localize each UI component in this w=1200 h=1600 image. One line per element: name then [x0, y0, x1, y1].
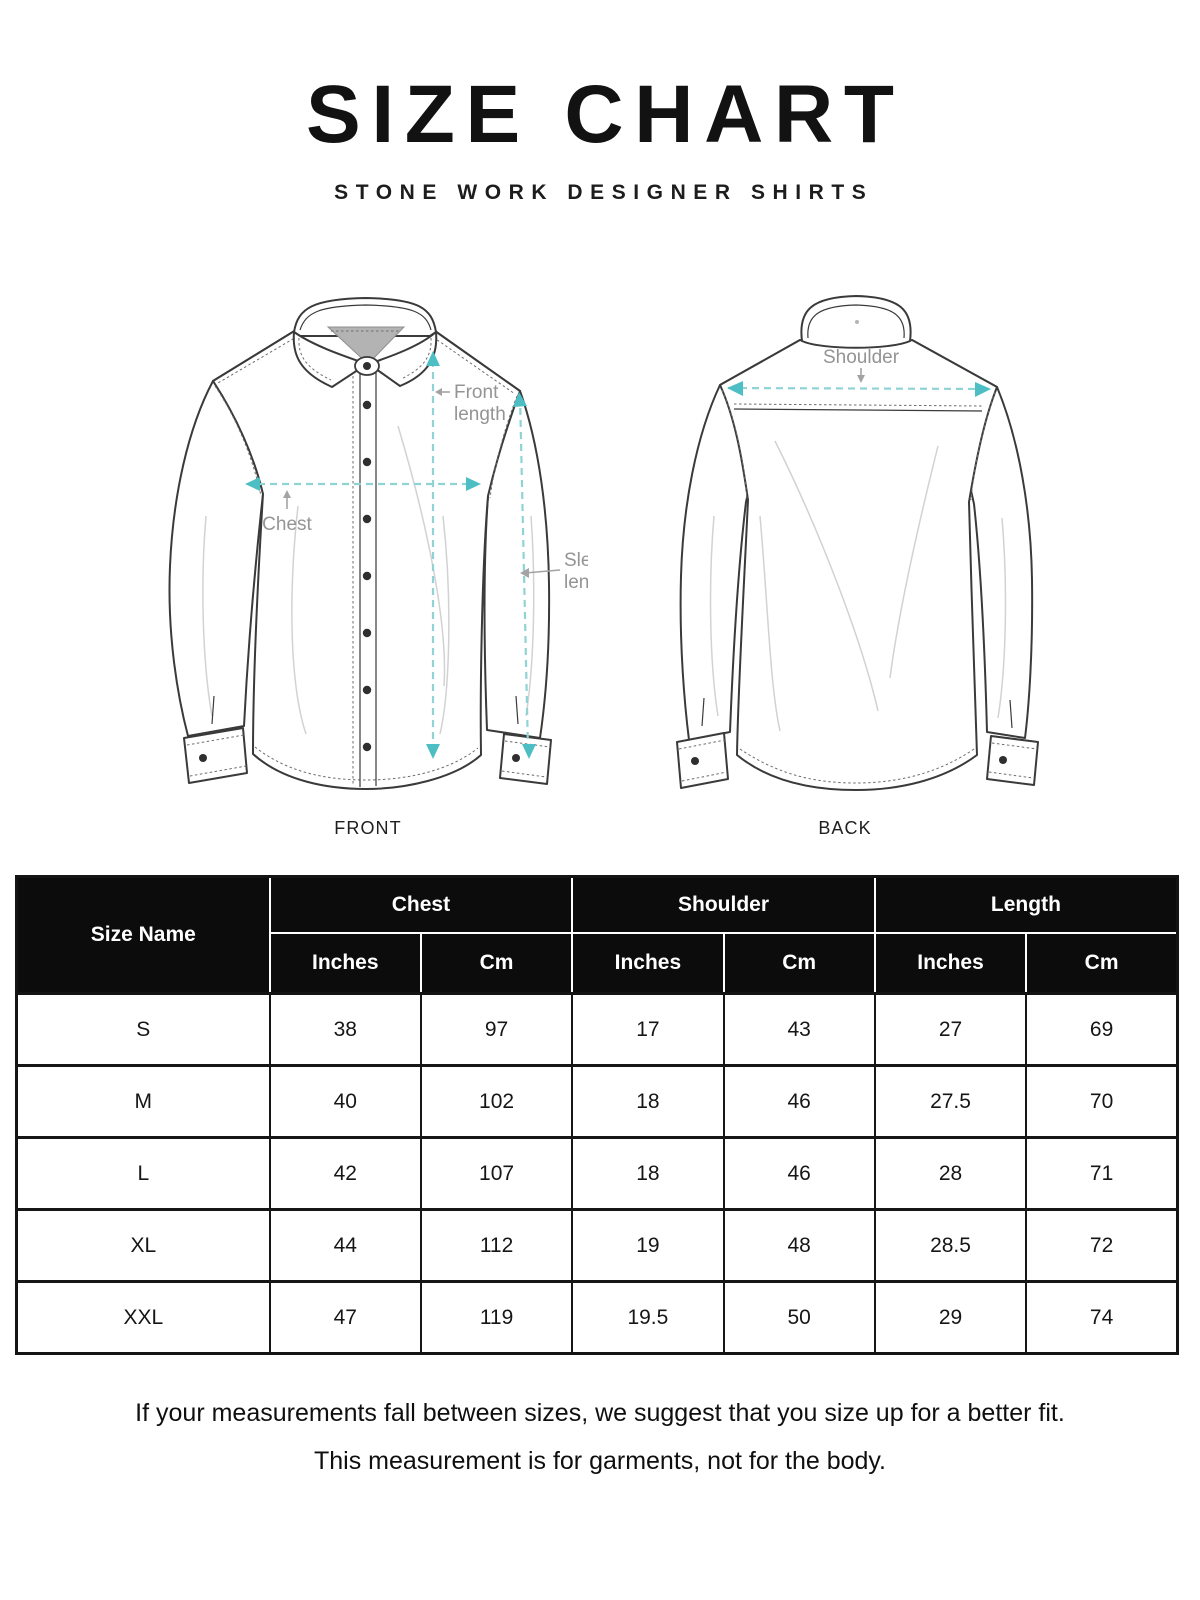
table-row-s: S 38 97 17 43 27 69: [15, 992, 1179, 1067]
sleeve-length-measure-arrow: Sleeve length: [513, 392, 588, 759]
shoulder-label: Shoulder: [823, 347, 900, 368]
garment-note: This measurement is for garments, not fo…: [313, 1447, 886, 1475]
shoulder-inches-cell: 18: [571, 1136, 725, 1211]
shoulder-cm-cell: 50: [722, 1280, 876, 1355]
length-inches-cell: 27.5: [873, 1064, 1028, 1139]
chest-cm-cell: 107: [419, 1136, 574, 1211]
back-shirt-collar: [800, 295, 912, 349]
header-length-cm: Cm: [1025, 932, 1179, 995]
front-shirt-diagram: Chest Front length Sleeve length: [168, 297, 588, 790]
chest-label: Chest: [262, 514, 312, 535]
size-cell: XXL: [15, 1280, 271, 1355]
shoulder-inches-cell: 19: [571, 1208, 725, 1283]
size-cell: S: [15, 992, 271, 1067]
shoulder-cm-cell: 48: [722, 1208, 876, 1283]
front-length-measure-arrow: Front length: [426, 351, 506, 759]
chest-cm-cell: 112: [419, 1208, 574, 1283]
sleeve-length-label-line2: length: [564, 572, 588, 593]
length-cm-cell: 71: [1025, 1136, 1179, 1211]
chest-cm-cell: 119: [419, 1280, 574, 1355]
table-row-l: L 42 107 18 46 28 71: [15, 1136, 1179, 1211]
length-cm-cell: 74: [1025, 1280, 1179, 1355]
front-length-label-line1: Front: [454, 382, 499, 403]
front-caption: FRONT: [334, 818, 402, 838]
sleeve-length-label-line1: Sleeve: [564, 550, 588, 571]
header-length-inches: Inches: [873, 932, 1028, 995]
header-group-length: Length: [873, 875, 1179, 934]
chest-inches-cell: 40: [268, 1064, 422, 1139]
page-title: SIZE CHART: [306, 69, 905, 160]
length-inches-cell: 28.5: [873, 1208, 1028, 1283]
chest-inches-cell: 38: [268, 992, 422, 1067]
page-subtitle: STONE WORK DESIGNER SHIRTS: [334, 181, 874, 204]
shoulder-measure-arrow: Shoulder: [727, 347, 991, 397]
shoulder-cm-cell: 46: [722, 1064, 876, 1139]
back-shirt-diagram: Shoulder: [676, 295, 1039, 791]
front-shirt-body: [212, 319, 521, 790]
length-inches-cell: 28: [873, 1136, 1028, 1211]
length-cm-cell: 72: [1025, 1208, 1179, 1283]
shoulder-inches-cell: 18: [571, 1064, 725, 1139]
chest-inches-cell: 42: [268, 1136, 422, 1211]
length-cm-cell: 70: [1025, 1064, 1179, 1139]
shoulder-cm-cell: 46: [722, 1136, 876, 1211]
length-cm-cell: 69: [1025, 992, 1179, 1067]
size-table: Size Name Chest Shoulder Length Inches C…: [15, 875, 1179, 1355]
front-shirt-cuffs: [183, 727, 552, 785]
shoulder-cm-cell: 43: [722, 992, 876, 1067]
table-row-m: M 40 102 18 46 27.5 70: [15, 1064, 1179, 1139]
shoulder-inches-cell: 17: [571, 992, 725, 1067]
shoulder-inches-cell: 19.5: [571, 1280, 725, 1355]
size-cell: M: [15, 1064, 271, 1139]
back-shirt-cuffs: [676, 732, 1039, 789]
length-inches-cell: 27: [873, 992, 1028, 1067]
chest-inches-cell: 44: [268, 1208, 422, 1283]
chest-cm-cell: 97: [419, 992, 574, 1067]
header-group-shoulder: Shoulder: [571, 875, 876, 934]
header-chest-inches: Inches: [268, 932, 422, 995]
fit-note: If your measurements fall between sizes,…: [135, 1399, 1065, 1427]
table-row-xxl: XXL 47 119 19.5 50 29 74: [15, 1280, 1179, 1355]
length-inches-cell: 29: [873, 1280, 1028, 1355]
chest-cm-cell: 102: [419, 1064, 574, 1139]
size-cell: L: [15, 1136, 271, 1211]
size-cell: XL: [15, 1208, 271, 1283]
front-length-label-line2: length: [454, 404, 506, 425]
header-size-name: Size Name: [15, 875, 271, 995]
header-shoulder-cm: Cm: [722, 932, 876, 995]
back-shirt-body: [719, 339, 998, 791]
header-chest-cm: Cm: [419, 932, 574, 995]
header-group-chest: Chest: [268, 875, 574, 934]
chest-inches-cell: 47: [268, 1280, 422, 1355]
table-row-xl: XL 44 112 19 48 28.5 72: [15, 1208, 1179, 1283]
front-shirt-collar: [292, 297, 438, 388]
front-shirt-placket: [352, 366, 377, 787]
back-caption: BACK: [818, 818, 872, 838]
header-shoulder-inches: Inches: [571, 932, 725, 995]
